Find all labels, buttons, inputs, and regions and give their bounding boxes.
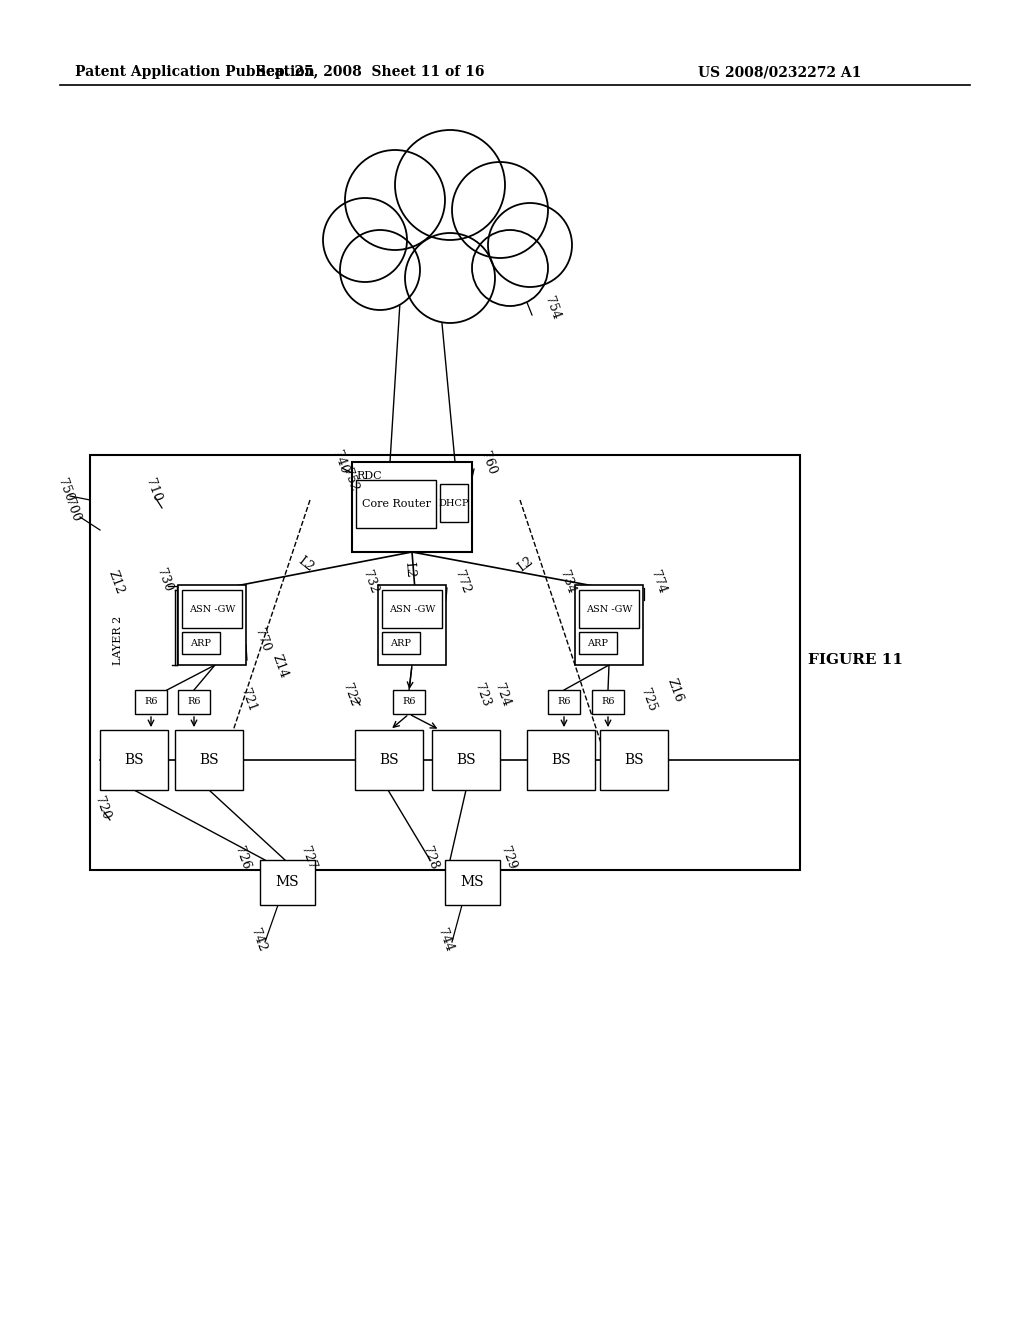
Bar <box>352 462 472 552</box>
Circle shape <box>472 230 548 306</box>
Circle shape <box>395 129 505 240</box>
Bar <box>527 730 595 789</box>
Text: 742: 742 <box>248 927 268 953</box>
Text: Z14: Z14 <box>270 652 291 680</box>
Text: L2: L2 <box>515 554 536 574</box>
Text: ARP: ARP <box>390 639 412 648</box>
Text: 720: 720 <box>92 795 113 821</box>
Bar <box>548 690 580 714</box>
Text: Sep. 25, 2008  Sheet 11 of 16: Sep. 25, 2008 Sheet 11 of 16 <box>256 65 484 79</box>
Bar <box>90 455 800 870</box>
Bar <box>178 585 246 665</box>
Text: 722: 722 <box>340 681 360 709</box>
Text: R6: R6 <box>557 697 570 706</box>
Circle shape <box>452 162 548 257</box>
Circle shape <box>340 230 420 310</box>
Bar <box>579 632 617 653</box>
Text: BS: BS <box>625 752 644 767</box>
Text: L2: L2 <box>402 561 417 578</box>
Text: 727: 727 <box>298 845 318 871</box>
Bar <box>440 484 468 521</box>
Bar <box>575 585 643 665</box>
Text: BS: BS <box>379 752 398 767</box>
Text: 774: 774 <box>648 569 669 595</box>
Text: 725: 725 <box>638 686 658 713</box>
Text: R6: R6 <box>187 697 201 706</box>
Text: 140: 140 <box>358 166 379 194</box>
Bar <box>393 690 425 714</box>
Text: 726: 726 <box>232 845 252 871</box>
Bar <box>260 861 315 906</box>
Text: 700: 700 <box>62 496 82 524</box>
Text: ARP: ARP <box>190 639 212 648</box>
Text: 770: 770 <box>252 627 272 653</box>
Bar <box>378 585 446 665</box>
Text: ASN -GW: ASN -GW <box>586 605 632 614</box>
Circle shape <box>488 203 572 286</box>
Text: 721: 721 <box>238 686 258 713</box>
Bar <box>445 861 500 906</box>
Text: 760: 760 <box>478 450 499 477</box>
Bar <box>592 690 624 714</box>
Text: BS: BS <box>456 752 476 767</box>
Bar <box>182 590 242 628</box>
Text: Core Router: Core Router <box>361 499 430 510</box>
Text: 723: 723 <box>472 681 493 709</box>
Text: 734: 734 <box>557 569 578 595</box>
Text: 754: 754 <box>542 294 562 321</box>
Text: BS: BS <box>200 752 219 767</box>
Text: 729: 729 <box>498 845 518 871</box>
Bar <box>382 590 442 628</box>
Text: BS: BS <box>124 752 143 767</box>
Bar <box>178 690 210 714</box>
Bar <box>175 730 243 789</box>
Bar <box>135 690 167 714</box>
Text: LAYER 2: LAYER 2 <box>113 615 123 665</box>
Text: R6: R6 <box>601 697 614 706</box>
Text: 750: 750 <box>55 477 76 503</box>
Bar <box>600 730 668 789</box>
Text: ARP: ARP <box>588 639 608 648</box>
Text: DHCP: DHCP <box>438 499 469 507</box>
Bar <box>355 730 423 789</box>
Text: US 2008/0232272 A1: US 2008/0232272 A1 <box>698 65 861 79</box>
Text: 728: 728 <box>420 845 440 871</box>
Text: 710: 710 <box>143 477 164 503</box>
Circle shape <box>323 198 407 282</box>
Text: 772: 772 <box>452 569 472 595</box>
Bar <box>356 480 436 528</box>
Text: 752: 752 <box>340 467 360 494</box>
Bar <box>100 730 168 789</box>
Circle shape <box>345 150 445 249</box>
Text: BS: BS <box>551 752 570 767</box>
Text: R6: R6 <box>402 697 416 706</box>
Text: ASN -GW: ASN -GW <box>389 605 435 614</box>
Text: MS: MS <box>461 875 484 890</box>
Text: L2: L2 <box>295 554 315 574</box>
Text: FIGURE 11: FIGURE 11 <box>808 653 902 667</box>
Bar <box>579 590 639 628</box>
Text: 730: 730 <box>154 566 174 594</box>
Bar <box>432 730 500 789</box>
Text: Z16: Z16 <box>665 676 686 704</box>
Text: RDC: RDC <box>356 471 382 480</box>
Text: Z12: Z12 <box>106 569 127 595</box>
Text: 732: 732 <box>360 569 380 595</box>
Circle shape <box>406 234 495 323</box>
Text: 724: 724 <box>492 681 512 709</box>
Bar <box>382 632 420 653</box>
Text: ASN -GW: ASN -GW <box>188 605 236 614</box>
Text: 744: 744 <box>435 927 456 953</box>
Bar <box>182 632 220 653</box>
Text: R6: R6 <box>144 697 158 706</box>
Text: Patent Application Publication: Patent Application Publication <box>75 65 314 79</box>
Text: MS: MS <box>275 875 299 890</box>
Text: 740: 740 <box>330 449 350 475</box>
Text: Internet: Internet <box>430 214 474 261</box>
